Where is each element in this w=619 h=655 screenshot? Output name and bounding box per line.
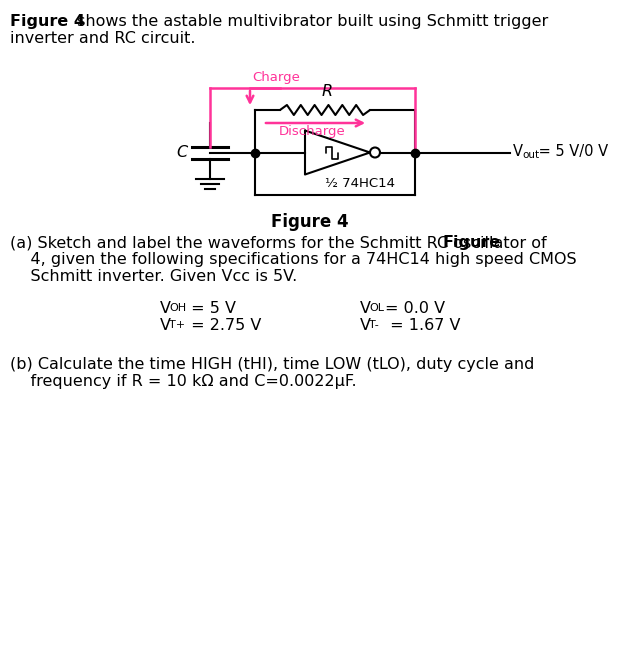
- Text: 4, given the following specifications for a 74HC14 high speed CMOS: 4, given the following specifications fo…: [10, 252, 577, 267]
- Text: V: V: [160, 318, 171, 333]
- Text: = 5 V: = 5 V: [186, 301, 236, 316]
- Text: T+: T+: [169, 320, 185, 330]
- Text: T-: T-: [369, 320, 379, 330]
- Text: Discharge: Discharge: [279, 125, 346, 138]
- Text: = 1.67 V: = 1.67 V: [385, 318, 461, 333]
- Text: (b) Calculate the time HIGH (tHI), time LOW (tLO), duty cycle and: (b) Calculate the time HIGH (tHI), time …: [10, 357, 534, 372]
- Text: ½ 74HC14: ½ 74HC14: [325, 177, 395, 190]
- Text: out: out: [522, 151, 539, 160]
- Text: V: V: [513, 144, 523, 159]
- Text: OL: OL: [369, 303, 384, 313]
- Text: = 5 V/0 V: = 5 V/0 V: [534, 144, 608, 159]
- Text: Figure: Figure: [442, 235, 500, 250]
- Text: shows the astable multivibrator built using Schmitt trigger: shows the astable multivibrator built us…: [72, 14, 548, 29]
- Text: V: V: [160, 301, 171, 316]
- Text: Figure 4: Figure 4: [10, 14, 85, 29]
- Text: C: C: [176, 145, 187, 160]
- Text: Schmitt inverter. Given Vcc is 5V.: Schmitt inverter. Given Vcc is 5V.: [10, 269, 297, 284]
- Text: = 2.75 V: = 2.75 V: [186, 318, 261, 333]
- Text: V: V: [360, 318, 371, 333]
- Text: inverter and RC circuit.: inverter and RC circuit.: [10, 31, 196, 46]
- Text: (a) Sketch and label the waveforms for the Schmitt RC oscillator of: (a) Sketch and label the waveforms for t…: [10, 235, 552, 250]
- Text: frequency if R = 10 kΩ and C=0.0022μF.: frequency if R = 10 kΩ and C=0.0022μF.: [10, 374, 357, 389]
- Text: V: V: [360, 301, 371, 316]
- Text: OH: OH: [169, 303, 186, 313]
- Text: = 0.0 V: = 0.0 V: [385, 301, 445, 316]
- Text: Charge: Charge: [252, 71, 300, 84]
- Text: R: R: [321, 84, 332, 99]
- Text: Figure 4: Figure 4: [271, 213, 349, 231]
